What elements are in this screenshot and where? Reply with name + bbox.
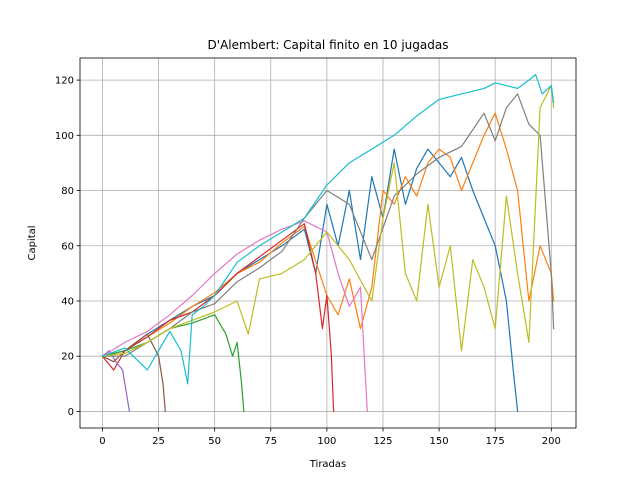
series-line-1 [101, 148, 519, 413]
x-tick-label: 25 [152, 436, 165, 447]
y-axis-label: Capital [27, 225, 38, 260]
y-tick-label: 120 [55, 76, 74, 87]
x-tick-label: 175 [486, 436, 505, 447]
x-tick-label: 150 [430, 436, 449, 447]
chart-title: D'Alembert: Capital finito en 10 jugadas [208, 38, 449, 52]
plot-frame [79, 57, 577, 429]
x-axis-label: Tiradas [309, 459, 347, 470]
series-layer [101, 73, 555, 413]
x-tick-label: 0 [99, 436, 105, 447]
y-tick-label: 60 [61, 241, 74, 252]
series-line-6 [101, 333, 166, 413]
y-tick-label: 20 [61, 352, 74, 363]
y-tick-label: 100 [55, 131, 74, 142]
ticks: 0 25 50 75 100 125 150 175 200 0 20 40 60 80 100 120 [55, 76, 561, 447]
x-tick-label: 50 [208, 436, 221, 447]
series-line-8 [101, 93, 555, 357]
x-tick-label: 200 [542, 436, 561, 447]
series-line-5 [101, 350, 131, 413]
series-line-10 [101, 73, 555, 385]
x-tick-label: 75 [264, 436, 277, 447]
x-tick-label: 100 [317, 436, 336, 447]
y-tick-label: 80 [61, 186, 74, 197]
x-tick-label: 125 [373, 436, 392, 447]
series-line-9 [101, 84, 555, 357]
series-line-7 [101, 220, 368, 413]
y-tick-label: 40 [61, 296, 74, 307]
series-line-3 [101, 314, 245, 413]
y-tick-label: 0 [68, 407, 74, 418]
series-line-4 [101, 223, 335, 413]
